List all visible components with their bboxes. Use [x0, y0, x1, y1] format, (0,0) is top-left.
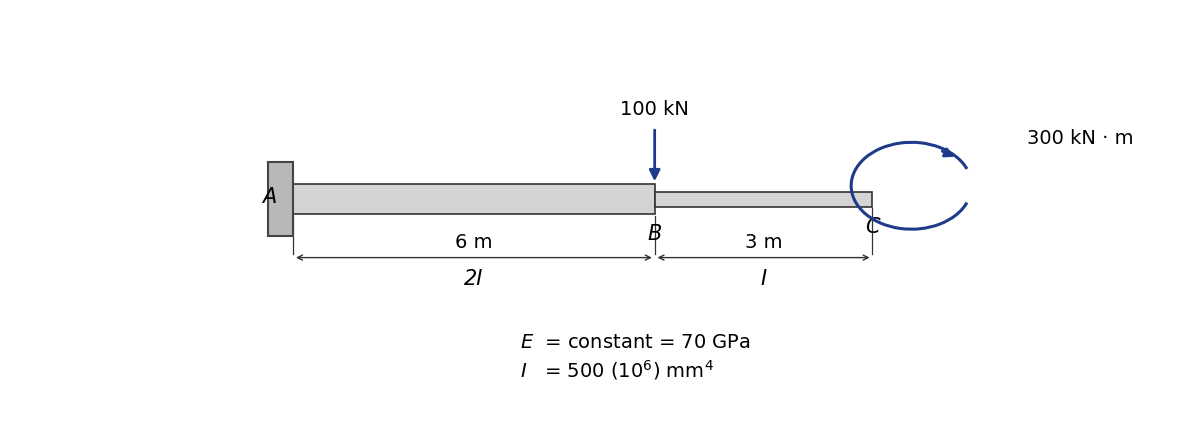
- Text: 2I: 2I: [464, 270, 483, 289]
- Bar: [293, 184, 654, 214]
- Bar: [654, 191, 873, 207]
- Text: 6 m: 6 m: [456, 233, 493, 252]
- Text: I: I: [761, 270, 767, 289]
- Text: $E$  = constant = 70 GPa: $E$ = constant = 70 GPa: [520, 333, 751, 352]
- Text: C: C: [865, 217, 880, 237]
- Text: 100 kN: 100 kN: [621, 100, 689, 119]
- Bar: [268, 162, 293, 236]
- Text: 300 kN · m: 300 kN · m: [1027, 129, 1134, 148]
- Text: $I$   = 500 (10$^6$) mm$^4$: $I$ = 500 (10$^6$) mm$^4$: [520, 358, 714, 381]
- Text: B: B: [647, 224, 661, 244]
- Text: A: A: [262, 187, 276, 207]
- Text: 3 m: 3 m: [745, 233, 782, 252]
